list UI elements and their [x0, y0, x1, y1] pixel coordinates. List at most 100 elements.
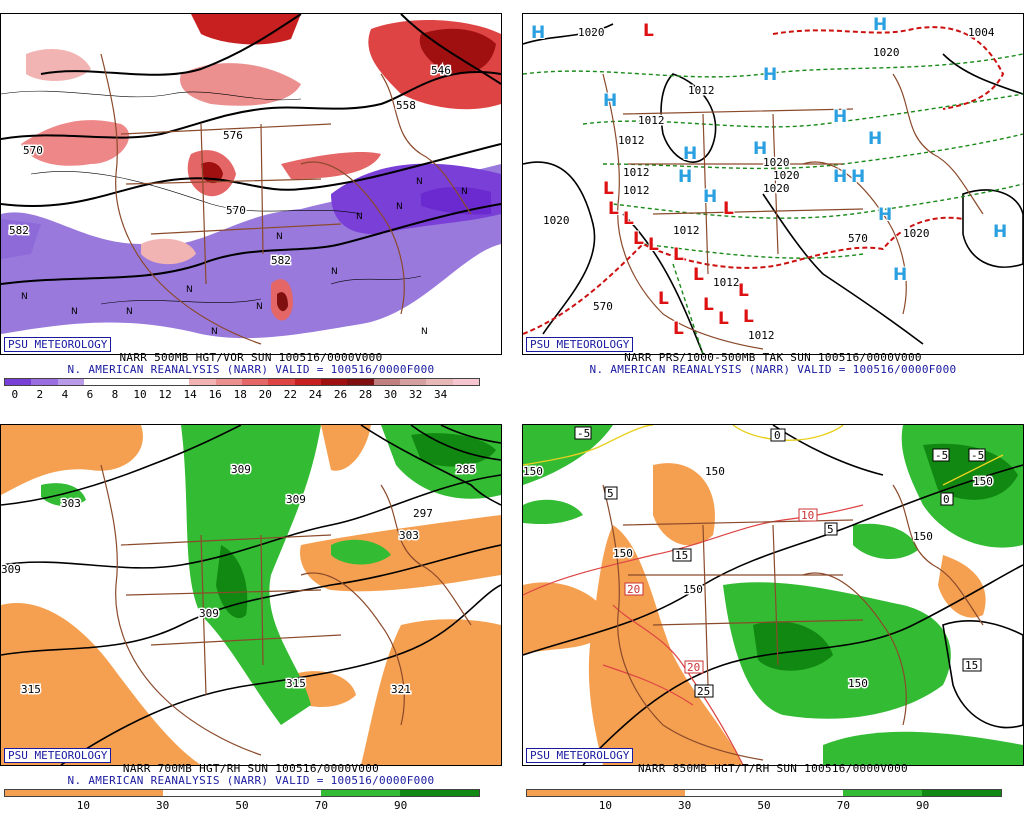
contour-label: 570	[23, 144, 43, 157]
panel-caption: NARR PRS/1000-500MB TAK SUN 100516/0000V…	[624, 351, 922, 364]
low-pressure-marker: L	[703, 295, 714, 315]
temp-label: -5	[577, 427, 590, 440]
credit-badge: PSU METEOROLOGY	[4, 748, 112, 763]
n-mark: N	[71, 307, 78, 317]
n-mark: N	[256, 302, 263, 312]
colorbar-swatch	[44, 790, 84, 796]
colorbar-swatch	[527, 790, 567, 796]
colorbar-tick-label: 70	[836, 799, 850, 812]
colorbar-swatch	[110, 379, 137, 385]
colorbar-tick-label: 4	[61, 388, 69, 401]
contour-label: 1012	[673, 224, 700, 237]
panel-caption: NARR 850MB HGT/T/RH SUN 100516/0000V000	[638, 762, 908, 775]
colorbar-swatch	[399, 379, 427, 385]
n-mark: N	[126, 307, 133, 317]
colorbar-tick-label: 50	[757, 799, 771, 812]
n-mark: N	[21, 292, 28, 302]
contour-label: 303	[399, 529, 419, 542]
n-mark: N	[331, 267, 338, 277]
colorbar-tick-label: 12	[158, 388, 172, 401]
colorbar-tick-label: 28	[358, 388, 373, 401]
contour-label: 570	[226, 204, 246, 217]
colorbar-swatch	[189, 379, 216, 385]
colorbar-swatch	[281, 790, 321, 796]
contour-label: 1012	[713, 276, 740, 289]
high-pressure-marker: H	[763, 65, 777, 85]
temp-label: -5	[971, 449, 984, 462]
temp-box: 10	[798, 508, 818, 522]
low-pressure-marker: L	[658, 289, 669, 309]
n-mark: N	[211, 327, 218, 337]
panel-subcaption: N. AMERICAN REANALYSIS (NARR) VALID = 10…	[67, 774, 435, 787]
temp-box: 15	[962, 658, 982, 672]
high-pressure-marker: H	[868, 129, 882, 149]
contour-label: 1020	[763, 182, 790, 195]
colorbar-swatch	[57, 379, 84, 385]
rh700-map: 303 309 309 309 285 297 303 309 315 315 …	[0, 424, 502, 766]
contour-label: 321	[391, 683, 411, 696]
colorbar-tick-label: 30	[156, 799, 170, 812]
temp-box: -5	[968, 448, 986, 462]
colorbar-swatch	[439, 790, 479, 796]
high-pressure-marker: H	[603, 91, 617, 111]
n-mark: N	[276, 232, 283, 242]
colorbar-swatch	[922, 790, 962, 796]
contour-label: 570	[848, 232, 868, 245]
vorticity-map: 570 576 582 558 570 582 546 N N N N N N …	[0, 13, 502, 355]
contour-label: 150	[913, 530, 933, 543]
temp-label: 5	[827, 523, 834, 536]
colorbar-swatch	[843, 790, 883, 796]
credit-badge: PSU METEOROLOGY	[4, 337, 112, 352]
credit-badge: PSU METEOROLOGY	[526, 748, 634, 763]
contour-label: 309	[286, 493, 306, 506]
contour-label: 150	[613, 547, 633, 560]
contour-label: 315	[21, 683, 41, 696]
colorbar-tick-label: 10	[598, 799, 612, 812]
panel-subcaption: N. AMERICAN REANALYSIS (NARR) VALID = 10…	[589, 363, 957, 376]
temp-label: 25	[697, 685, 710, 698]
colorbar-swatch	[764, 790, 804, 796]
contour-label: 1020	[873, 46, 900, 59]
contour-label: 309	[199, 607, 219, 620]
vorticity-map-graphic: 570 576 582 558 570 582 546 N N N N N N …	[1, 14, 501, 345]
panel-subcaption: N. AMERICAN REANALYSIS (NARR) VALID = 10…	[67, 363, 435, 376]
low-pressure-marker: L	[623, 209, 634, 229]
temp-label: 20	[627, 583, 640, 596]
pressure-map: 1020 1012 1012 1012 1012 1012 1020 1020 …	[522, 13, 1024, 355]
n-mark: N	[461, 187, 468, 197]
colorbar-tick-label: 90	[916, 799, 930, 812]
high-pressure-marker: H	[531, 23, 545, 43]
colorbar-swatch	[724, 790, 764, 796]
colorbar-swatch	[961, 790, 1001, 796]
n-mark: N	[396, 202, 403, 212]
temp-label: 15	[675, 549, 688, 562]
colorbar-swatch	[5, 379, 32, 385]
panel-500mb-vorticity: 570 576 582 558 570 582 546 N N N N N N …	[0, 0, 502, 408]
contour-label: 1020	[903, 227, 930, 240]
contour-label: 558	[396, 99, 416, 112]
rh850-map-graphic: 150 150 150 150 150 150 150 -5 0 5 10 15…	[523, 425, 1023, 765]
colorbar	[4, 378, 480, 386]
colorbar-swatch	[123, 790, 163, 796]
colorbar-tick-label: 34	[434, 388, 448, 401]
contour-label: 1020	[543, 214, 570, 227]
colorbar-swatch	[83, 379, 111, 385]
colorbar-swatch	[215, 379, 242, 385]
temp-box: 20	[624, 582, 644, 596]
contour-label: 582	[9, 224, 29, 237]
colorbar-swatch	[294, 379, 321, 385]
temp-box: -5	[574, 426, 592, 440]
high-pressure-marker: H	[678, 167, 692, 187]
high-pressure-marker: H	[683, 144, 697, 164]
high-pressure-marker: H	[833, 167, 847, 187]
colorbar-tick-label: 32	[408, 388, 423, 401]
contour-label: 309	[231, 463, 251, 476]
contour-label: 150	[705, 465, 725, 478]
contour-label: 150	[683, 583, 703, 596]
colorbar-tick-label: 10	[76, 799, 90, 812]
contour-label: 576	[223, 129, 243, 142]
colorbar-tick-label: 2	[36, 388, 44, 401]
colorbar-tick-label: 30	[383, 388, 398, 401]
colorbar-tick-label: 16	[208, 388, 222, 401]
high-pressure-marker: H	[833, 107, 847, 127]
